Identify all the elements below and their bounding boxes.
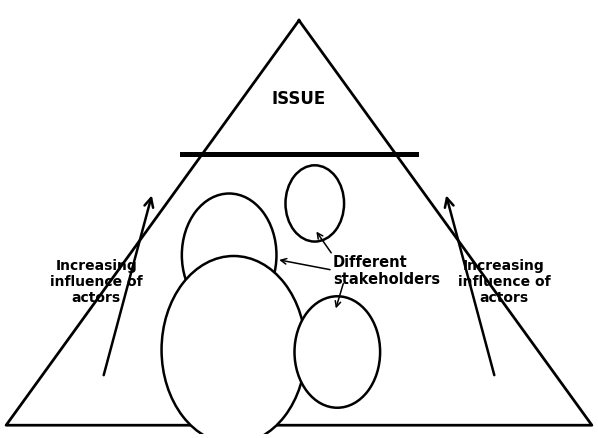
Ellipse shape (285, 166, 344, 242)
Ellipse shape (182, 194, 276, 317)
Text: ISSUE: ISSUE (272, 90, 326, 108)
Text: Increasing
influence of
actors: Increasing influence of actors (457, 258, 550, 304)
Text: Increasing
influence of
actors: Increasing influence of actors (50, 258, 142, 304)
Ellipse shape (294, 297, 380, 408)
Text: Different
stakeholders: Different stakeholders (333, 254, 440, 287)
Ellipse shape (161, 256, 306, 438)
